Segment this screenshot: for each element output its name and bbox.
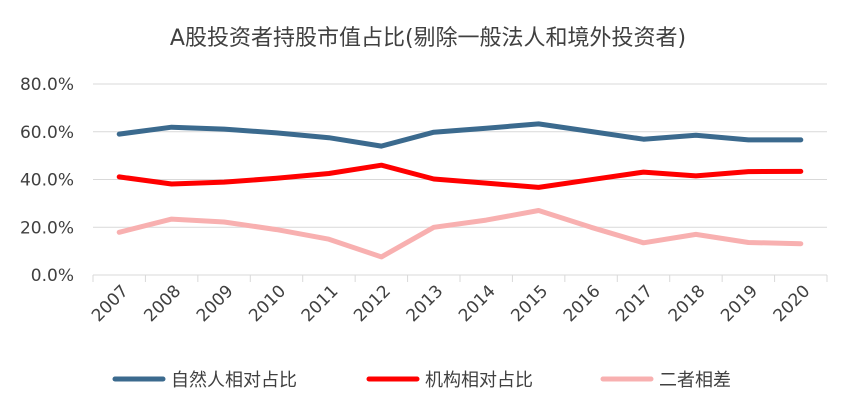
legend-label-2: 二者相差 <box>659 370 731 391</box>
x-tick-label: 2013 <box>403 281 448 326</box>
x-tick-label: 2011 <box>298 281 343 326</box>
y-tick-label: 40.0% <box>20 171 74 191</box>
x-tick-label: 2020 <box>770 281 815 326</box>
series-lines <box>116 121 804 260</box>
x-axis-ticks: 2007 2008 2009 2010 2011 2012 2013 2014 2015 2016… <box>88 281 814 326</box>
y-axis-ticks: 80.0% 60.0% 40.0% 20.0% 0.0% <box>20 75 74 286</box>
x-tick-label: 2014 <box>455 281 500 326</box>
legend: 自然人相对占比 机构相对占比 二者相差 <box>112 370 731 391</box>
y-tick-label: 0.0% <box>31 266 74 286</box>
series-line-2 <box>116 208 804 260</box>
x-tick-label: 2007 <box>88 281 133 326</box>
x-tick-label: 2017 <box>612 281 657 326</box>
y-tick-label: 80.0% <box>20 75 74 95</box>
x-tick-label: 2009 <box>193 281 238 326</box>
x-tick-label: 2008 <box>140 281 185 326</box>
legend-label-0: 自然人相对占比 <box>171 370 297 391</box>
series-line-0 <box>116 121 804 149</box>
legend-label-1: 机构相对占比 <box>425 370 533 391</box>
x-tick-label: 2015 <box>507 281 552 326</box>
series-line-1 <box>116 162 804 190</box>
x-tick-label: 2018 <box>665 281 710 326</box>
chart-title: A股投资者持股市值占比(剔除一般法人和境外投资者) <box>170 26 686 51</box>
y-tick-label: 20.0% <box>20 218 74 238</box>
x-tick-label: 2016 <box>560 281 605 326</box>
x-tick-label: 2010 <box>245 281 290 326</box>
x-tick-label: 2012 <box>350 281 395 326</box>
y-tick-label: 60.0% <box>20 123 74 143</box>
x-tick-label: 2019 <box>717 281 762 326</box>
